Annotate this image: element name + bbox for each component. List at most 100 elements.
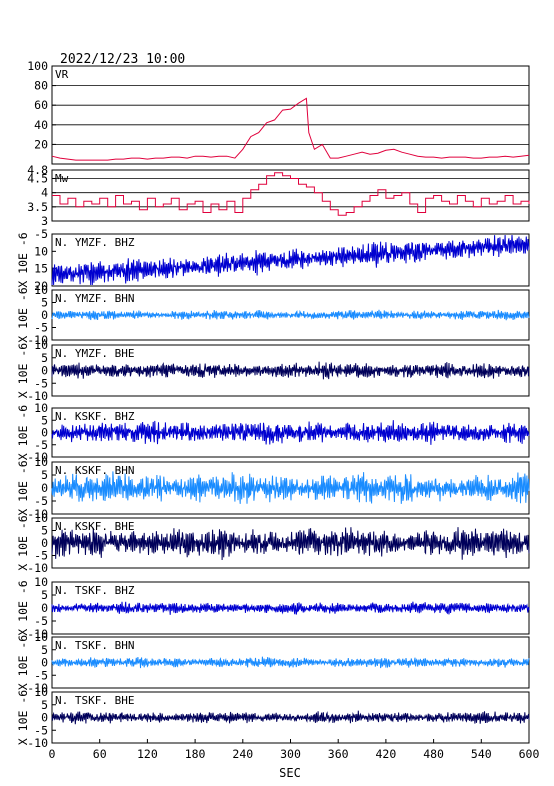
y-tick-label: 0 xyxy=(41,711,48,725)
waveform-line xyxy=(51,309,530,321)
y-tick-label: -5 xyxy=(34,438,48,452)
waveform-line xyxy=(51,420,530,445)
y-tick-label: 10 xyxy=(34,685,48,699)
station-label: N. KSKF. BHE xyxy=(55,520,134,533)
y-tick-label: 5 xyxy=(41,588,48,602)
x-axis: 0 60 120 180 240 300 360 420 480 540 600 xyxy=(49,739,540,761)
station-label: N. YMZF. BHE xyxy=(55,347,134,360)
y-tick-label: 3 xyxy=(41,214,48,228)
y-tick-label: -10 xyxy=(27,627,48,641)
y-tick-label: -5 xyxy=(34,668,48,682)
y-tick-label: 15 xyxy=(34,262,48,276)
x-tick-label: 300 xyxy=(280,747,301,761)
waveform-line xyxy=(51,361,530,380)
y-tick-label: 10 xyxy=(34,244,48,258)
y-tick-label: 10 xyxy=(34,338,48,352)
station-label: N. TSKF. BHE xyxy=(55,694,134,707)
x-tick-label: 360 xyxy=(328,747,349,761)
y-axis-unit-label: X 10E -6 xyxy=(16,232,30,287)
mw-label: Mw xyxy=(55,172,69,185)
y-axis-unit-label: X 10E -6 xyxy=(16,635,30,690)
x-tick-label: 600 xyxy=(519,747,540,761)
y-tick-label: 0 xyxy=(41,308,48,322)
y-tick-label: 5 xyxy=(41,351,48,365)
y-tick-label: 10 xyxy=(34,511,48,525)
x-tick-label: 0 xyxy=(49,747,56,761)
vr-line xyxy=(51,97,530,161)
waveform-line xyxy=(51,601,530,615)
y-axis-unit-label: X 10E -6 xyxy=(16,343,30,398)
y-tick-label: 0 xyxy=(41,656,48,670)
y-tick-label: 3.5 xyxy=(27,200,48,214)
y-tick-label: 10 xyxy=(34,575,48,589)
y-tick-label: 10 xyxy=(34,630,48,644)
y-tick-label: 10 xyxy=(34,283,48,297)
waveform-line xyxy=(51,710,530,725)
x-tick-label: 240 xyxy=(232,747,253,761)
y-tick-label: 5 xyxy=(41,296,48,310)
y-tick-label: 60 xyxy=(34,98,48,112)
y-tick-label: 5 xyxy=(41,643,48,657)
y-tick-label: 100 xyxy=(27,59,48,73)
panel-n-ymzf-bhz: -5 10 15 20 N. YMZF. BHZ X 10E -6 xyxy=(16,227,530,293)
y-tick-label: -10 xyxy=(27,736,48,750)
y-tick-label: 4 xyxy=(41,186,48,200)
y-tick-label: -10 xyxy=(27,389,48,403)
y-axis-unit-label: X 10E -6 xyxy=(16,287,30,342)
y-tick-label: 5 xyxy=(41,413,48,427)
y-tick-label: 40 xyxy=(34,118,48,132)
y-tick-label: -10 xyxy=(27,561,48,575)
y-tick-label: -10 xyxy=(27,507,48,521)
y-tick-label: -5 xyxy=(34,321,48,335)
panel-frame xyxy=(51,65,530,165)
y-tick-label: -10 xyxy=(27,333,48,347)
x-tick-label: 480 xyxy=(423,747,444,761)
y-tick-label: 10 xyxy=(34,401,48,415)
y-tick-label: 0 xyxy=(41,481,48,495)
y-axis-unit-label: X 10E -6 xyxy=(16,580,30,635)
y-axis-unit-label: X 10E -6 xyxy=(16,690,30,745)
y-tick-label: -10 xyxy=(27,450,48,464)
vr-label: VR xyxy=(55,68,69,81)
x-tick-label: 60 xyxy=(93,747,107,761)
y-tick-label: 10 xyxy=(34,455,48,469)
waveform-line xyxy=(51,527,530,561)
x-tick-label: 540 xyxy=(471,747,492,761)
panel-frame xyxy=(51,233,530,287)
station-label: N. TSKF. BHZ xyxy=(55,584,135,597)
y-axis-unit-label: X 10E -6 xyxy=(16,460,30,515)
y-axis-unit-label: X 10E -6 xyxy=(16,515,30,570)
y-tick-label: -5 xyxy=(34,614,48,628)
y-tick-label: 0 xyxy=(41,536,48,550)
y-tick-label: 5 xyxy=(41,698,48,712)
mw-line xyxy=(52,172,530,216)
y-tick-label: 0 xyxy=(41,426,48,440)
x-tick-label: 420 xyxy=(376,747,397,761)
station-label: N. YMZF. BHZ xyxy=(55,236,135,249)
x-tick-label: 180 xyxy=(185,747,206,761)
y-tick-label: 4.5 xyxy=(27,172,48,186)
y-tick-label: -5 xyxy=(34,549,48,563)
station-label: N. TSKF. BHN xyxy=(55,639,134,652)
y-tick-label: 20 xyxy=(34,137,48,151)
station-label: N. YMZF. BHN xyxy=(55,292,134,305)
x-tick-label: 120 xyxy=(137,747,158,761)
y-tick-label: -5 xyxy=(34,376,48,390)
waveform-line xyxy=(51,656,530,669)
panel-vr: 20 40 60 80 100 VR xyxy=(27,59,530,165)
y-tick-label: 0 xyxy=(41,364,48,378)
panel-mw: 33.544.54.8 Mw xyxy=(27,163,530,228)
y-tick-label: 5 xyxy=(41,524,48,538)
y-tick-label: -5 xyxy=(34,227,48,241)
y-tick-label: 80 xyxy=(34,79,48,93)
y-tick-label: 4.8 xyxy=(27,163,48,177)
waveform-line xyxy=(51,234,530,286)
